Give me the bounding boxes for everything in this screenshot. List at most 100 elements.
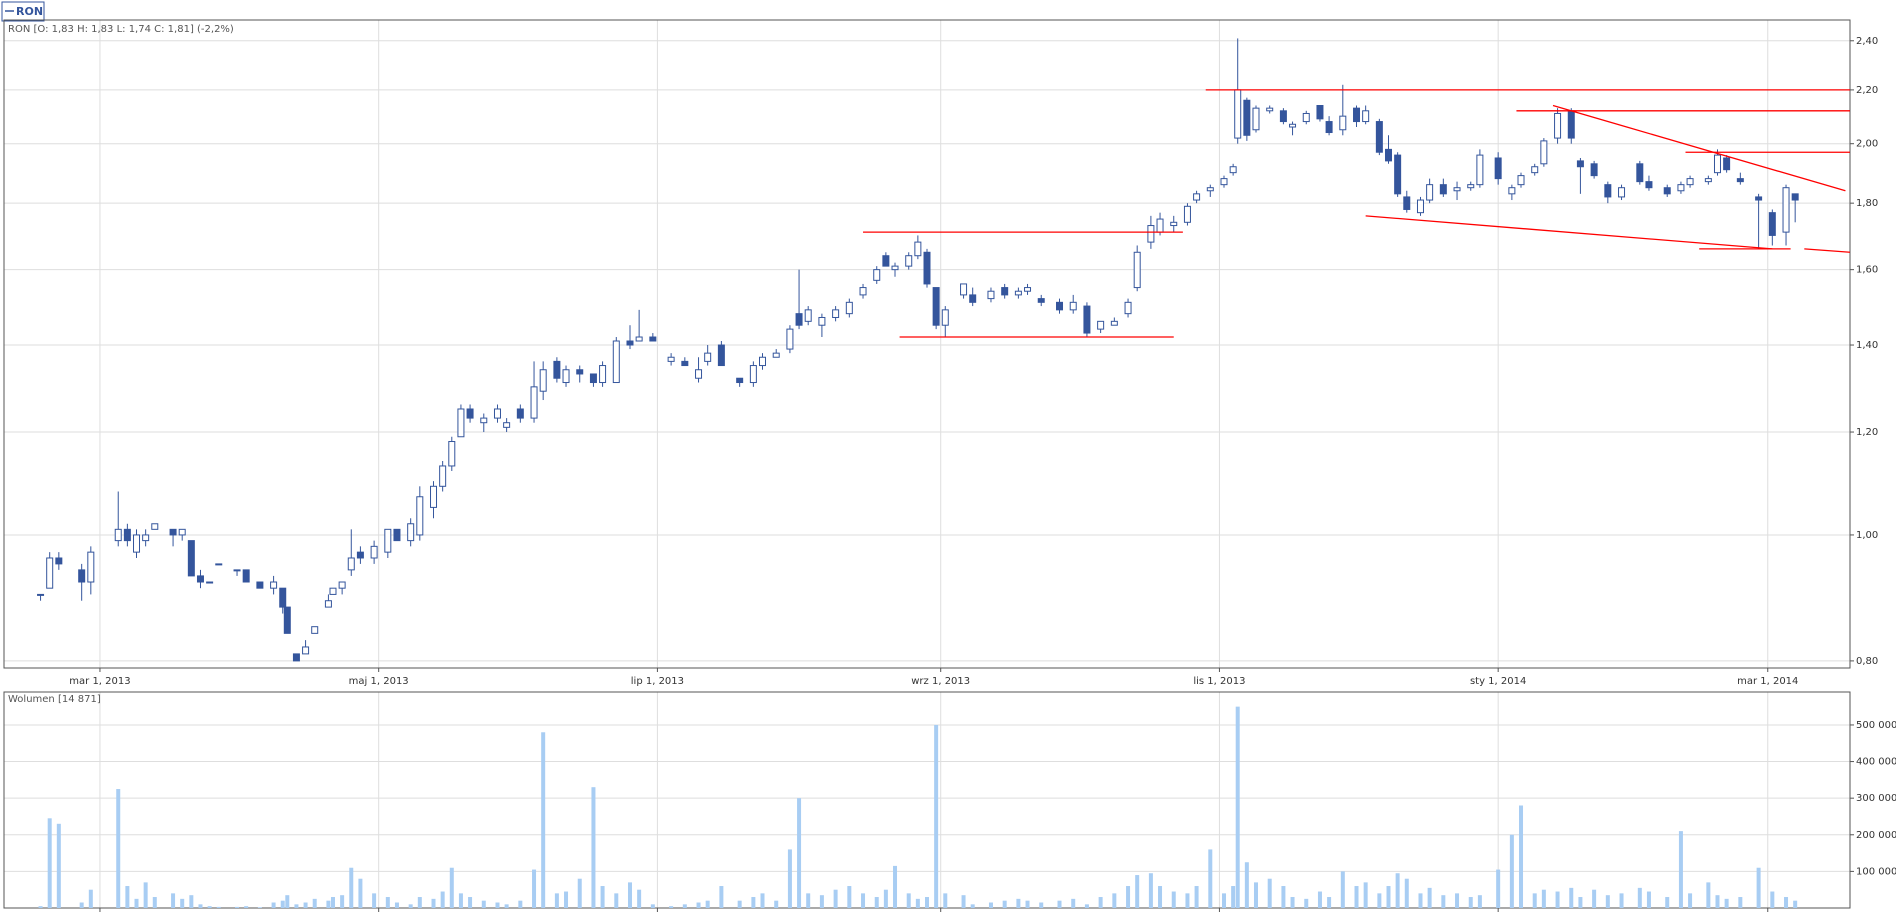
volume-bar: [719, 886, 724, 908]
candle-body: [704, 352, 712, 362]
candle-body: [845, 301, 853, 315]
volume-bar: [614, 893, 619, 908]
volume-bar: [682, 904, 687, 908]
y-tick-label: 1,40: [1856, 340, 1878, 351]
candle-body: [1302, 112, 1310, 123]
volume-bar: [532, 869, 537, 908]
candle-body: [759, 356, 767, 367]
trend-line: [1365, 215, 1773, 250]
candle-body: [338, 581, 346, 589]
volume-bar: [1404, 878, 1409, 908]
volume-bar: [280, 900, 285, 908]
candle-body: [283, 606, 291, 634]
legend-label: RON: [16, 5, 43, 18]
volume-bar: [1555, 891, 1560, 908]
candle-body: [87, 551, 95, 583]
candle-body: [1183, 205, 1191, 223]
candle-body: [416, 496, 424, 536]
candle-body: [142, 534, 150, 542]
volume-bar: [1071, 898, 1076, 908]
volume-bar: [751, 897, 756, 908]
volume-bar: [1057, 900, 1062, 908]
candle-body: [1540, 140, 1548, 165]
volume-bar: [1496, 869, 1501, 908]
volume-bar: [79, 902, 84, 908]
candle-body: [1576, 160, 1584, 168]
candle-body: [612, 340, 620, 384]
candle-body: [1037, 298, 1045, 303]
volume-bar: [394, 902, 399, 908]
y-tick-label: 1,80: [1856, 198, 1878, 209]
volume-bar: [943, 893, 948, 908]
volume-bar: [1126, 886, 1131, 908]
x-tick-label: lip 1, 2013: [631, 676, 684, 687]
candle-body: [576, 369, 584, 375]
candle-body: [1375, 121, 1383, 153]
candle-body: [439, 465, 447, 487]
volume-bar: [1363, 882, 1368, 908]
candle-body: [480, 417, 488, 424]
candle-body: [873, 269, 881, 281]
volume-bar: [143, 882, 148, 908]
candle-body: [923, 251, 931, 285]
volume-bar: [1304, 898, 1309, 908]
volume-bar: [737, 900, 742, 908]
volume-bar: [883, 889, 888, 908]
volume-bar: [431, 898, 436, 908]
volume-bar: [1509, 834, 1514, 908]
candle-body: [55, 557, 63, 565]
candle-body: [324, 600, 332, 608]
volume-bar: [257, 907, 262, 908]
volume-bar: [988, 902, 993, 908]
candle-body: [1353, 107, 1361, 123]
volume-bar: [47, 818, 52, 908]
candle-body: [1782, 187, 1790, 233]
candle-body: [1339, 115, 1347, 131]
candle-body: [1394, 154, 1402, 195]
volume-bar: [171, 893, 176, 908]
volume-bar: [1386, 886, 1391, 908]
volume-bar: [385, 897, 390, 908]
candle-body: [329, 587, 337, 595]
candle-body: [1252, 107, 1260, 131]
candle-body: [882, 255, 890, 267]
candle-body: [736, 377, 744, 384]
volume-bar: [294, 904, 299, 908]
candle-body: [1147, 225, 1155, 243]
volume-bar: [1185, 893, 1190, 908]
candle-body: [1439, 184, 1447, 195]
candle-body: [233, 569, 241, 572]
candle-body: [151, 523, 159, 530]
candle-body: [1736, 178, 1744, 183]
y-tick-label: 2,40: [1856, 36, 1878, 47]
y-tick-label: 1,60: [1856, 265, 1878, 276]
volume-bar: [303, 902, 308, 908]
candle-body: [215, 563, 223, 566]
candle-body: [114, 528, 122, 542]
volume-bar: [1592, 889, 1597, 908]
candle-body: [1234, 89, 1242, 139]
candle-body: [242, 569, 250, 583]
candle-body: [649, 336, 657, 342]
candle-body: [1325, 121, 1333, 134]
candle-body: [1755, 196, 1763, 201]
candle-body: [1133, 251, 1141, 289]
candle-body: [384, 528, 392, 553]
candle-body: [1229, 166, 1237, 174]
volume-bar: [961, 895, 966, 908]
candle-body: [1686, 178, 1694, 186]
candle-body: [1097, 320, 1105, 330]
candle-body: [1723, 157, 1731, 171]
volume-bar: [1327, 897, 1332, 908]
volume-bar: [934, 724, 939, 908]
volume-bar: [861, 893, 866, 908]
volume-bar: [440, 891, 445, 908]
candle-body: [1494, 157, 1502, 180]
candle-body: [270, 581, 278, 589]
volume-bar: [797, 798, 802, 908]
candle-body: [393, 528, 401, 542]
candle-body: [717, 344, 725, 367]
volume-bar: [1208, 849, 1213, 908]
